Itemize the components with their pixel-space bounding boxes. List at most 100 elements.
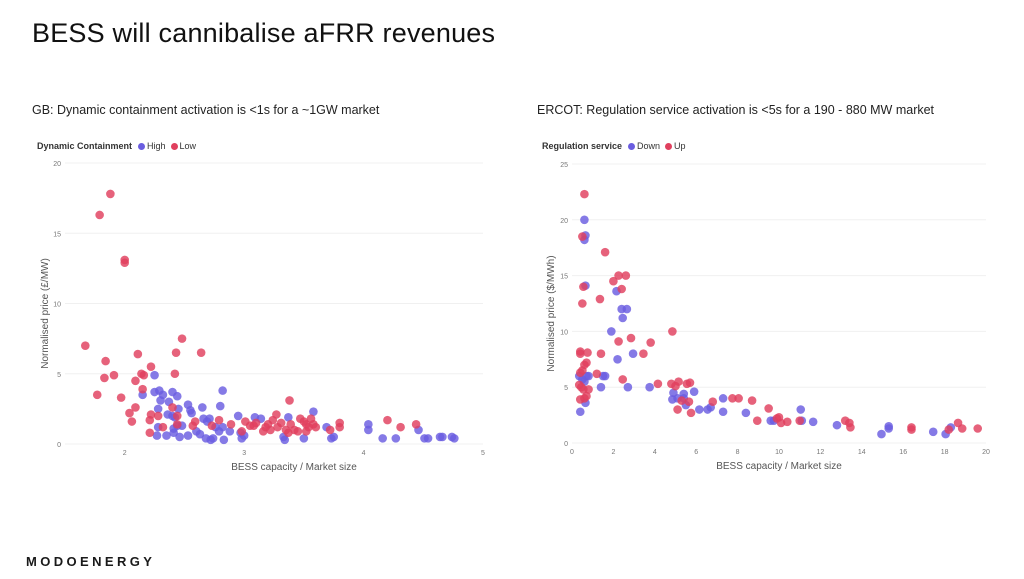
data-point-low[interactable] xyxy=(196,348,206,357)
data-point-up[interactable] xyxy=(595,294,605,304)
data-point-low[interactable] xyxy=(153,411,163,421)
data-point-low[interactable] xyxy=(207,421,217,431)
data-point-down[interactable] xyxy=(718,394,728,403)
data-point-high[interactable] xyxy=(423,434,433,443)
data-point-up[interactable] xyxy=(674,377,683,386)
data-point-high[interactable] xyxy=(329,432,339,442)
data-point-high[interactable] xyxy=(208,434,218,443)
data-point-high[interactable] xyxy=(152,431,162,440)
data-point-low[interactable] xyxy=(335,422,344,432)
data-point-up[interactable] xyxy=(677,396,687,405)
data-point-up[interactable] xyxy=(582,391,591,401)
data-point-low[interactable] xyxy=(301,427,311,436)
data-point-up[interactable] xyxy=(734,394,743,403)
data-point-up[interactable] xyxy=(621,271,631,280)
data-point-down[interactable] xyxy=(741,408,751,418)
data-point-low[interactable] xyxy=(127,417,137,426)
legend-item-up[interactable]: Up xyxy=(665,141,686,151)
data-point-up[interactable] xyxy=(626,333,636,343)
data-point-down[interactable] xyxy=(689,387,699,396)
data-point-high[interactable] xyxy=(280,435,290,445)
data-point-up[interactable] xyxy=(846,423,855,432)
data-point-down[interactable] xyxy=(584,371,593,381)
data-point-high[interactable] xyxy=(162,431,171,440)
data-point-up[interactable] xyxy=(653,379,663,389)
data-point-low[interactable] xyxy=(172,411,182,421)
data-point-low[interactable] xyxy=(131,376,140,386)
data-point-up[interactable] xyxy=(973,424,983,433)
data-point-low[interactable] xyxy=(116,393,126,402)
data-point-up[interactable] xyxy=(578,299,587,308)
data-point-up[interactable] xyxy=(609,276,618,286)
data-point-up[interactable] xyxy=(646,338,655,347)
data-point-up[interactable] xyxy=(907,425,916,434)
data-point-high[interactable] xyxy=(219,435,229,445)
data-point-high[interactable] xyxy=(195,429,205,439)
data-point-high[interactable] xyxy=(158,390,168,400)
data-point-high[interactable] xyxy=(378,434,387,443)
data-point-low[interactable] xyxy=(177,334,187,343)
data-point-down[interactable] xyxy=(575,407,585,417)
data-point-low[interactable] xyxy=(276,418,286,428)
data-point-up[interactable] xyxy=(579,282,588,292)
data-point-up[interactable] xyxy=(668,327,677,336)
data-point-low[interactable] xyxy=(145,428,155,438)
data-point-down[interactable] xyxy=(796,405,806,414)
data-point-low[interactable] xyxy=(293,427,303,436)
data-point-up[interactable] xyxy=(596,349,606,359)
data-point-low[interactable] xyxy=(92,390,102,400)
data-point-up[interactable] xyxy=(708,397,718,407)
data-point-down[interactable] xyxy=(618,313,628,323)
data-point-high[interactable] xyxy=(284,413,293,422)
data-point-up[interactable] xyxy=(580,189,589,199)
data-point-down[interactable] xyxy=(600,371,610,381)
data-point-down[interactable] xyxy=(596,382,606,392)
data-point-low[interactable] xyxy=(272,410,281,419)
data-point-low[interactable] xyxy=(95,210,104,220)
data-point-up[interactable] xyxy=(639,349,648,359)
data-point-down[interactable] xyxy=(695,405,704,414)
data-point-up[interactable] xyxy=(600,247,610,257)
legend-item-down[interactable]: Down xyxy=(628,141,660,151)
data-point-up[interactable] xyxy=(617,284,626,294)
data-point-up[interactable] xyxy=(583,348,592,357)
data-point-low[interactable] xyxy=(133,349,143,359)
data-point-up[interactable] xyxy=(684,397,694,407)
data-point-low[interactable] xyxy=(139,370,149,380)
data-point-down[interactable] xyxy=(832,420,842,430)
data-point-high[interactable] xyxy=(218,422,227,432)
data-point-low[interactable] xyxy=(100,373,109,383)
data-point-up[interactable] xyxy=(673,405,682,414)
data-point-down[interactable] xyxy=(718,407,728,417)
data-point-up[interactable] xyxy=(575,368,585,377)
data-point-low[interactable] xyxy=(146,410,156,419)
data-point-up[interactable] xyxy=(752,416,762,425)
data-point-high[interactable] xyxy=(172,391,182,401)
data-point-low[interactable] xyxy=(251,418,261,428)
data-point-up[interactable] xyxy=(944,425,954,434)
data-point-up[interactable] xyxy=(747,396,757,405)
data-point-low[interactable] xyxy=(171,348,181,357)
data-point-down[interactable] xyxy=(580,215,589,225)
data-point-high[interactable] xyxy=(183,431,193,440)
data-point-high[interactable] xyxy=(205,414,214,424)
data-point-low[interactable] xyxy=(106,189,115,199)
data-point-low[interactable] xyxy=(81,341,90,350)
data-point-up[interactable] xyxy=(584,385,593,394)
data-point-up[interactable] xyxy=(685,378,695,388)
data-point-up[interactable] xyxy=(592,369,602,379)
data-point-low[interactable] xyxy=(170,369,180,379)
data-point-low[interactable] xyxy=(266,425,275,435)
data-point-up[interactable] xyxy=(764,404,773,413)
data-point-high[interactable] xyxy=(225,427,235,436)
data-point-low[interactable] xyxy=(158,422,168,432)
data-point-low[interactable] xyxy=(168,403,177,412)
data-point-down[interactable] xyxy=(622,304,632,314)
data-point-high[interactable] xyxy=(450,434,459,443)
legend-item-high[interactable]: High xyxy=(138,141,166,151)
data-point-high[interactable] xyxy=(187,408,196,418)
data-point-up[interactable] xyxy=(618,375,628,384)
data-point-down[interactable] xyxy=(613,355,622,364)
data-point-high[interactable] xyxy=(175,432,184,442)
data-point-up[interactable] xyxy=(578,232,587,241)
